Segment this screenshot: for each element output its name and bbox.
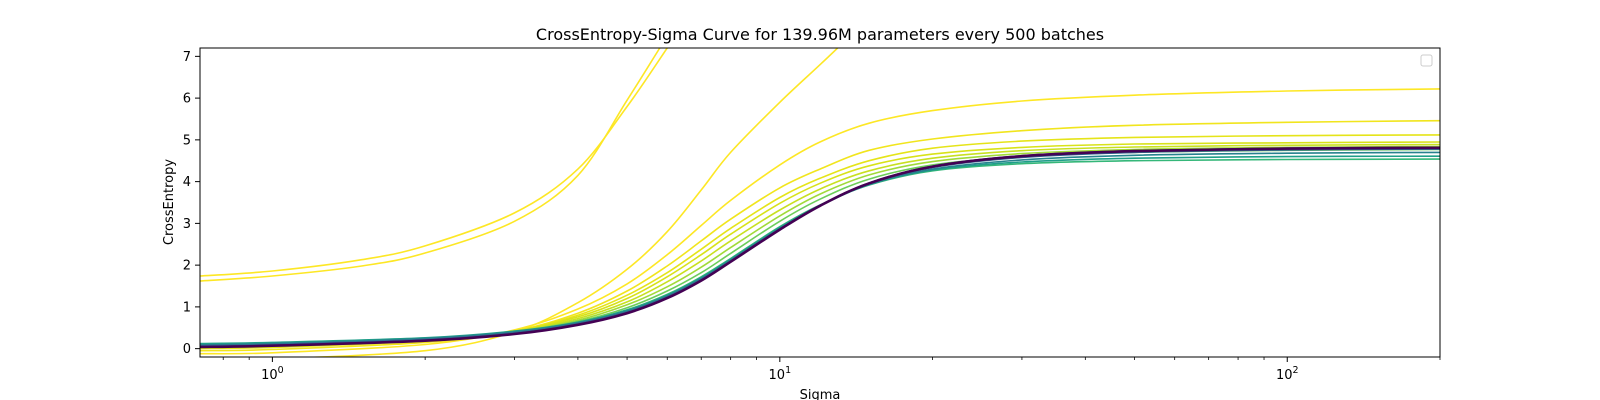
series-line-6 bbox=[200, 141, 1440, 349]
y-tick-label: 6 bbox=[183, 92, 191, 107]
series-line-3 bbox=[200, 88, 1440, 355]
series-line-5 bbox=[200, 134, 1440, 350]
y-tick-label: 3 bbox=[183, 217, 191, 232]
y-tick-label: 1 bbox=[183, 300, 191, 315]
series-line-8 bbox=[200, 145, 1440, 348]
series-line-14 bbox=[200, 146, 1440, 348]
x-tick-label: 100 bbox=[261, 365, 284, 383]
series-line-11 bbox=[200, 155, 1440, 345]
series-line-2 bbox=[303, 48, 839, 357]
series-line-15 bbox=[200, 146, 1440, 349]
series-line-7 bbox=[200, 143, 1440, 349]
series-line-12 bbox=[200, 151, 1440, 346]
chart-title: CrossEntropy-Sigma Curve for 139.96M par… bbox=[536, 25, 1104, 44]
series-line-4 bbox=[200, 119, 1440, 352]
series-line-1 bbox=[200, 48, 661, 282]
x-axis-label: Sigma bbox=[800, 388, 841, 400]
legend-box bbox=[1420, 54, 1433, 67]
x-tick-label: 101 bbox=[769, 365, 792, 383]
y-axis: 0 1 2 3 4 5 6 7 bbox=[183, 50, 200, 357]
y-tick-label: 0 bbox=[183, 342, 191, 357]
series-layer bbox=[200, 48, 1440, 357]
y-tick-label: 7 bbox=[183, 50, 191, 65]
series-line-0 bbox=[200, 48, 668, 277]
y-tick-label: 2 bbox=[183, 259, 191, 274]
x-tick-label: 102 bbox=[1276, 365, 1299, 383]
plot-frame bbox=[199, 47, 1441, 358]
y-axis-label: CrossEntropy bbox=[162, 159, 177, 245]
series-line-10 bbox=[200, 158, 1440, 346]
y-tick-label: 5 bbox=[183, 133, 191, 148]
x-axis: 100 101 102 bbox=[222, 357, 1441, 383]
y-tick-label: 4 bbox=[183, 175, 191, 190]
